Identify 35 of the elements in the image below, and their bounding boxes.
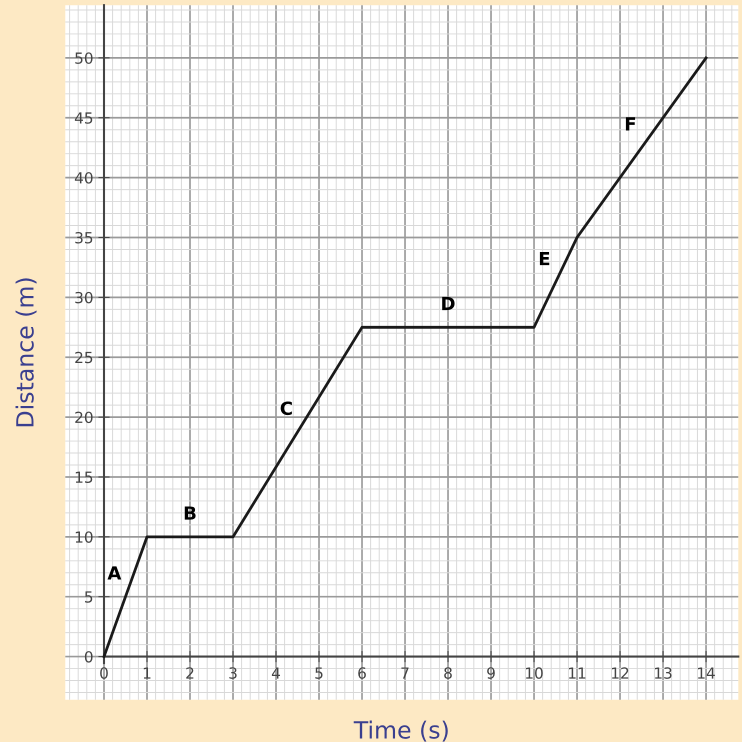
x-tick-label: 13 xyxy=(654,667,672,679)
y-tick-label: 10 xyxy=(76,531,93,543)
x-tick-label: 8 xyxy=(444,667,452,679)
annotation: C xyxy=(280,401,292,416)
x-tick-label: 4 xyxy=(272,667,280,679)
y-tick-label: 30 xyxy=(75,292,93,304)
y-tick-label: 40 xyxy=(74,172,93,184)
x-tick-label: 10 xyxy=(526,667,543,679)
x-tick-label: 3 xyxy=(229,667,237,679)
y-tick-label: 5 xyxy=(85,591,92,603)
y-tick-label: 25 xyxy=(75,352,92,364)
line-series xyxy=(102,56,708,658)
y-tick-label: 35 xyxy=(75,232,92,244)
x-tick-label: 7 xyxy=(401,667,409,679)
annotation: F xyxy=(626,117,636,130)
x-tick-label: 0 xyxy=(100,667,108,679)
x-tick-label: 1 xyxy=(144,667,150,679)
y-tick-label: 15 xyxy=(76,472,92,484)
annotation: E xyxy=(540,252,550,266)
x-tick-label: 12 xyxy=(612,667,628,679)
x-tick-label: 9 xyxy=(487,667,495,679)
x-axis-title: Time (s) xyxy=(354,720,448,742)
annotation: D xyxy=(442,296,455,310)
y-axis-title: Distance (m) xyxy=(16,278,37,426)
x-tick-label: 6 xyxy=(358,667,366,679)
annotation: B xyxy=(184,506,196,520)
annotation: A xyxy=(107,566,122,580)
x-tick-label: 14 xyxy=(698,667,715,679)
y-tick-label: 0 xyxy=(84,651,93,663)
y-tick-label: 45 xyxy=(74,112,92,124)
x-tick-label: 5 xyxy=(315,667,323,679)
x-tick-label: 2 xyxy=(186,667,194,679)
y-tick-label: 20 xyxy=(75,412,93,424)
y-tick-label: 50 xyxy=(75,52,93,64)
x-tick-label: 11 xyxy=(568,667,586,679)
